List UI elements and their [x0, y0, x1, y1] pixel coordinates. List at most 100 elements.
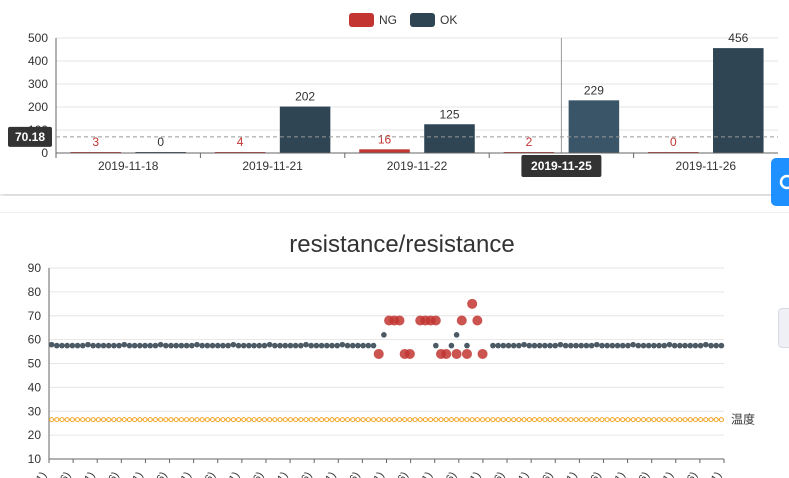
settings-button[interactable] [771, 158, 789, 206]
data-point [568, 342, 574, 349]
temperature-point [672, 417, 678, 423]
y-tick-label: 40 [28, 380, 42, 394]
temperature-point [137, 417, 143, 423]
bar-value-label: 202 [295, 90, 315, 104]
temperature-point [194, 417, 200, 423]
data-point [370, 342, 377, 349]
temperature-point [661, 417, 667, 423]
temperature-point [557, 417, 563, 423]
data-point [64, 342, 70, 349]
x-tick-label: (1) [707, 470, 725, 478]
panel-divider [0, 196, 789, 213]
data-point [59, 342, 65, 349]
temperature-point [111, 417, 117, 423]
temperature-point [230, 417, 236, 423]
temperature-point [594, 417, 600, 423]
x-tick-label: (6) [345, 470, 363, 478]
temperature-point [178, 417, 184, 423]
data-point [583, 342, 590, 349]
temperature-point [334, 417, 340, 423]
temperature-point [308, 417, 314, 423]
x-tick-label: (6) [538, 470, 556, 478]
temperature-point [459, 417, 465, 423]
temperature-point [708, 417, 714, 423]
data-point-ng [399, 348, 410, 359]
temperature-point [365, 417, 371, 423]
data-point [718, 342, 725, 349]
temperature-point [537, 417, 543, 423]
legend: NG OK [349, 13, 457, 27]
temperature-point [256, 417, 262, 423]
temperature-point [402, 417, 408, 423]
data-point-ng [477, 348, 488, 359]
temperature-point [615, 417, 621, 423]
temperature-point [464, 417, 470, 423]
temperature-point [490, 417, 496, 423]
data-point [542, 342, 548, 349]
data-point [282, 342, 289, 349]
x-tick-label: (1) [273, 470, 291, 478]
x-tick-label: (1) [562, 470, 580, 478]
data-point [433, 342, 439, 349]
series-label-temperature: 温度 [731, 412, 755, 427]
temperature-point [526, 417, 532, 423]
data-point [448, 342, 455, 349]
data-point [323, 342, 330, 349]
bar-value-label: 229 [584, 83, 604, 97]
data-point [640, 342, 647, 349]
data-point [95, 342, 102, 349]
data-point [516, 342, 522, 349]
data-point [708, 342, 714, 349]
temperature-point [95, 417, 101, 423]
temperature-point [646, 417, 652, 423]
temperature-point [698, 417, 704, 423]
data-point [671, 342, 678, 349]
data-point [292, 342, 299, 349]
data-point [287, 342, 294, 349]
chart-title: resistance/resistance [289, 231, 514, 258]
temperature-point [578, 417, 584, 423]
y-tick-label: 10 [28, 452, 42, 466]
bar-ok [279, 106, 331, 153]
data-point [521, 341, 527, 348]
temperature-point [500, 417, 506, 423]
y-tick-label: 30 [28, 404, 42, 418]
data-point-ng [430, 315, 441, 326]
data-point [266, 341, 273, 348]
x-tick-label: (6) [490, 470, 508, 478]
temperature-point [49, 417, 55, 423]
data-point [630, 341, 636, 348]
bar-value-label: 125 [439, 107, 459, 121]
temperature-point [158, 417, 164, 423]
temperature-point [168, 417, 174, 423]
bar-ok [713, 48, 764, 154]
data-point [199, 342, 205, 349]
data-point [313, 342, 320, 349]
x-tick-label: 2019-11-21 [242, 159, 303, 173]
temperature-point [293, 417, 299, 423]
data-point [261, 342, 268, 349]
temperature-point [682, 417, 688, 423]
data-point [126, 342, 133, 349]
temperature-point [386, 417, 392, 423]
data-point [137, 342, 143, 349]
data-point [240, 342, 247, 349]
data-point [619, 342, 626, 349]
temperature-point [282, 417, 288, 423]
y-tick-label: 20 [28, 428, 42, 442]
data-point [495, 342, 501, 349]
data-point [578, 342, 585, 349]
temperature-point [215, 417, 221, 423]
temperature-point [147, 417, 153, 423]
data-point [147, 342, 154, 349]
temperature-point [438, 417, 444, 423]
data-point [536, 342, 543, 349]
data-point [703, 341, 709, 348]
side-tab-handle[interactable] [778, 308, 789, 348]
data-point [183, 342, 190, 349]
data-point [604, 342, 610, 349]
y-tick-label: 50 [28, 357, 42, 371]
data-point [339, 341, 346, 348]
data-point [308, 342, 315, 349]
temperature-point [422, 417, 428, 423]
